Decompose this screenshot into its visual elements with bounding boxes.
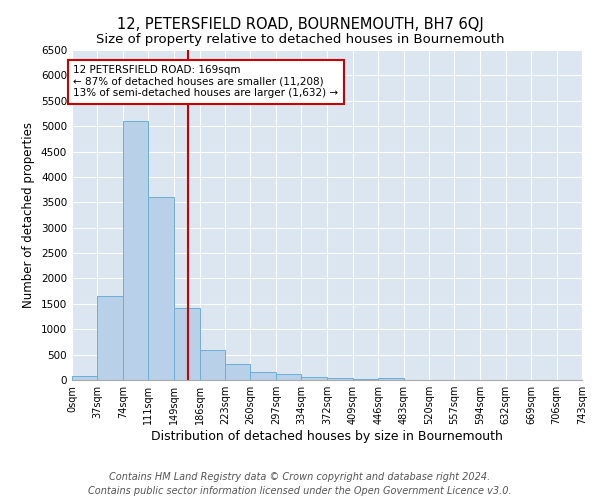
- Bar: [353, 379, 378, 380]
- Bar: [250, 372, 276, 380]
- Bar: [123, 121, 148, 380]
- Bar: [72, 376, 97, 380]
- Text: 12, PETERSFIELD ROAD, BOURNEMOUTH, BH7 6QJ: 12, PETERSFIELD ROAD, BOURNEMOUTH, BH7 6…: [116, 18, 484, 32]
- Text: Size of property relative to detached houses in Bournemouth: Size of property relative to detached ho…: [96, 32, 504, 46]
- Bar: [174, 308, 200, 380]
- Bar: [276, 374, 301, 380]
- Bar: [301, 378, 326, 380]
- Bar: [148, 197, 173, 380]
- Bar: [328, 378, 353, 380]
- X-axis label: Distribution of detached houses by size in Bournemouth: Distribution of detached houses by size …: [151, 430, 503, 443]
- Bar: [97, 296, 123, 380]
- Text: Contains HM Land Registry data © Crown copyright and database right 2024.
Contai: Contains HM Land Registry data © Crown c…: [88, 472, 512, 496]
- Bar: [225, 364, 250, 380]
- Bar: [200, 350, 225, 380]
- Y-axis label: Number of detached properties: Number of detached properties: [22, 122, 35, 308]
- Bar: [378, 378, 404, 380]
- Text: 12 PETERSFIELD ROAD: 169sqm
← 87% of detached houses are smaller (11,208)
13% of: 12 PETERSFIELD ROAD: 169sqm ← 87% of det…: [73, 65, 338, 98]
